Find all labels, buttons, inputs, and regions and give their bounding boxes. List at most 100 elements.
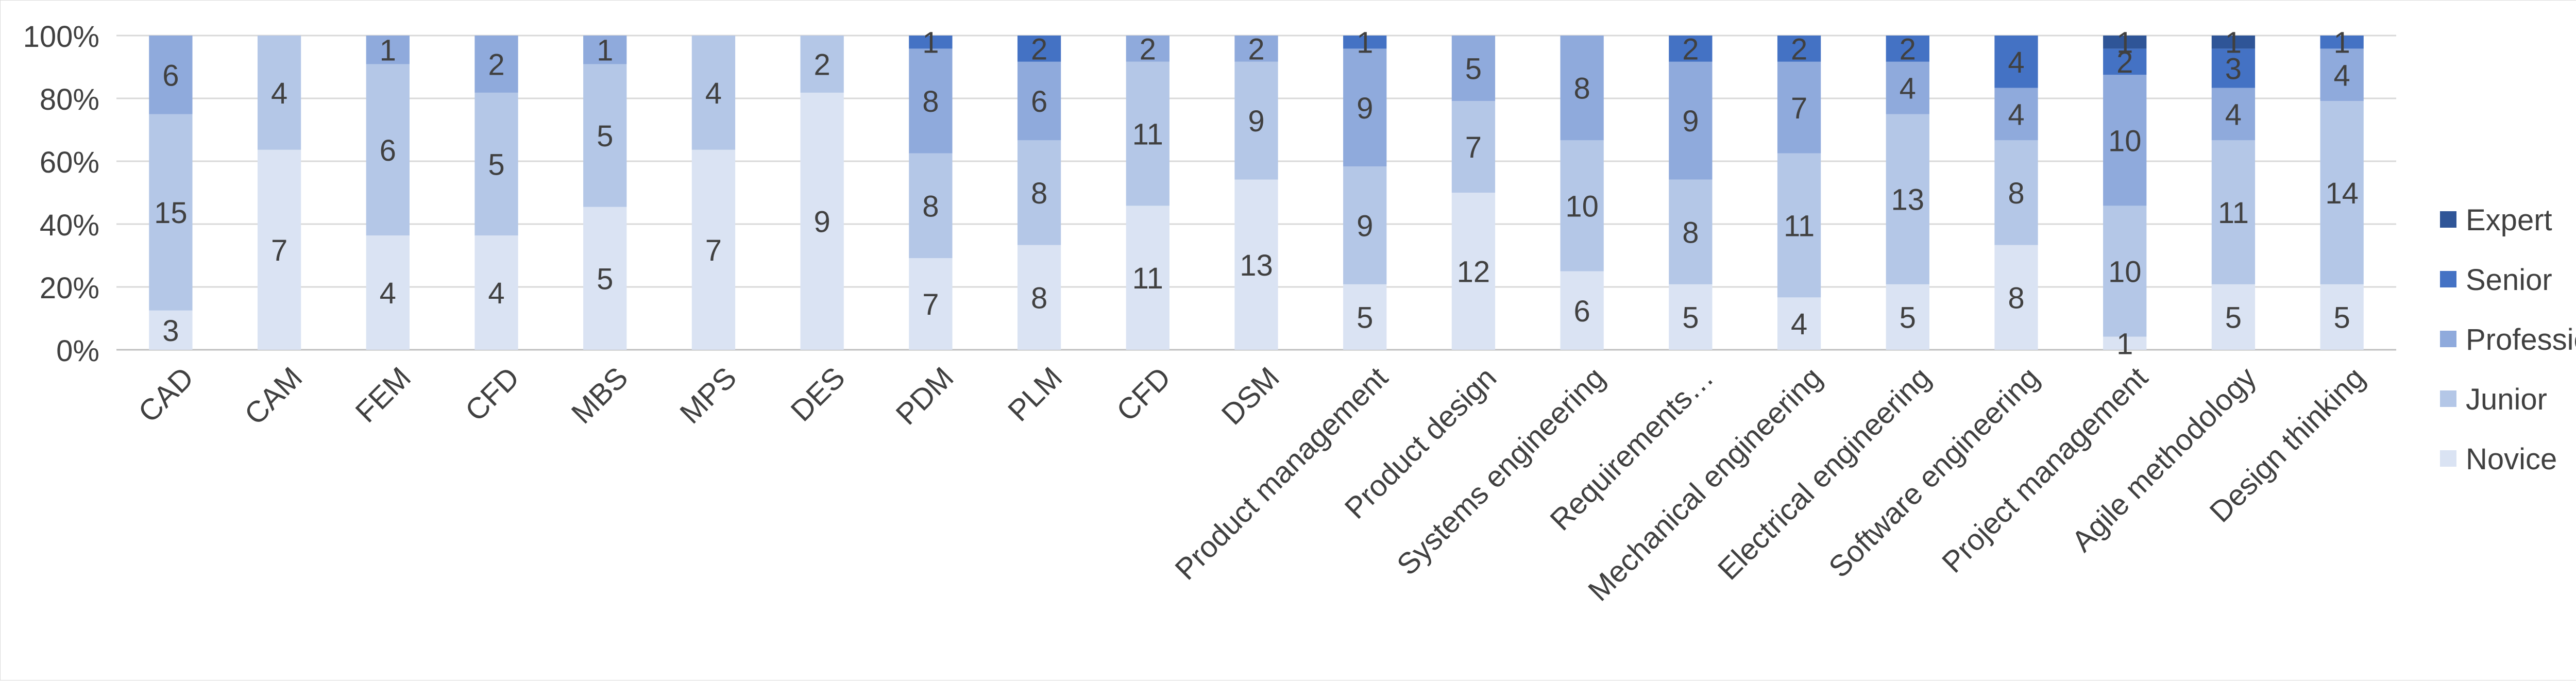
x-tick-label: DSM xyxy=(1215,361,1286,431)
data-label: 5 xyxy=(1900,301,1916,334)
data-label: 2 xyxy=(1791,32,1807,66)
data-label: 2 xyxy=(1682,32,1699,66)
x-tick-label: Systems engineering xyxy=(1391,361,1612,582)
legend-swatch xyxy=(2440,271,2456,287)
data-label: 13 xyxy=(1240,249,1273,282)
data-label: 3 xyxy=(162,314,179,348)
data-label: 5 xyxy=(2225,301,2242,334)
data-label: 1 xyxy=(2225,26,2242,60)
legend-swatch xyxy=(2440,331,2456,347)
data-label: 11 xyxy=(1132,118,1163,151)
data-label: 13 xyxy=(1891,183,1925,217)
bar-segment xyxy=(1777,36,1821,62)
data-label: 6 xyxy=(162,59,179,92)
bar-segment xyxy=(1343,166,1387,284)
data-label: 2 xyxy=(1031,32,1047,66)
data-labels: 3156744614525517492788188621111213925991… xyxy=(154,26,2359,361)
data-label: 9 xyxy=(1248,105,1264,138)
bar-segment xyxy=(909,36,953,49)
bar-segment xyxy=(1126,36,1170,62)
data-label: 4 xyxy=(2225,98,2242,132)
data-label: 15 xyxy=(154,196,188,230)
bar-segment xyxy=(1017,245,1061,350)
bar-segment xyxy=(1234,61,1278,180)
bar-segment xyxy=(1451,36,1496,101)
y-tick-label: 60% xyxy=(40,146,99,179)
bar-segment xyxy=(1777,61,1821,154)
bar-segment xyxy=(800,92,844,350)
legend-swatch xyxy=(2440,211,2456,228)
bar-segment xyxy=(1560,140,1604,271)
data-label: 11 xyxy=(1784,210,1815,243)
data-label: 1 xyxy=(1357,26,1373,60)
data-label: 1 xyxy=(380,34,396,67)
x-tick-label: PLM xyxy=(1002,361,1069,428)
bar-segment xyxy=(1669,284,1713,350)
bar-segment xyxy=(1777,153,1821,298)
bar-segment xyxy=(583,36,627,64)
bar-segment xyxy=(691,149,736,350)
legend-label: Professional xyxy=(2466,323,2576,356)
bar-segment xyxy=(1994,36,2038,88)
data-label: 14 xyxy=(2325,177,2359,210)
data-label: 11 xyxy=(2218,196,2249,230)
bar-segment xyxy=(1560,36,1604,141)
data-label: 2 xyxy=(814,48,831,81)
data-label: 4 xyxy=(488,277,504,310)
data-label: 2 xyxy=(1140,32,1156,66)
bar-segment xyxy=(1343,284,1387,350)
data-label: 10 xyxy=(1565,190,1599,223)
y-tick-label: 20% xyxy=(40,271,99,305)
bar-segment xyxy=(474,235,518,350)
data-label: 4 xyxy=(705,77,722,110)
bar-segment xyxy=(257,149,301,350)
data-label: 5 xyxy=(1357,301,1373,334)
data-label: 4 xyxy=(2008,98,2024,132)
bar-segment xyxy=(691,36,736,150)
bar-segment xyxy=(800,36,844,93)
legend-swatch xyxy=(2440,450,2456,467)
x-tick-label: MPS xyxy=(673,361,743,430)
x-tick-label: Project management xyxy=(1936,361,2154,579)
data-label: 8 xyxy=(1682,216,1699,249)
x-tick-label: FEM xyxy=(349,361,417,429)
bar-segment xyxy=(1777,297,1821,350)
data-label: 8 xyxy=(1574,72,1590,106)
bar-segment xyxy=(2320,284,2364,350)
bar-segment xyxy=(2103,36,2147,49)
data-label: 12 xyxy=(1457,256,1490,289)
bar-segment xyxy=(1560,271,1604,350)
bar-segment xyxy=(2320,36,2364,49)
bar-segment xyxy=(583,64,627,207)
bar-segment xyxy=(1343,36,1387,49)
data-label: 5 xyxy=(2334,301,2350,334)
data-label: 8 xyxy=(922,190,939,223)
bar-segment xyxy=(1669,179,1713,284)
bar-segment xyxy=(909,48,953,154)
bar-segment xyxy=(257,36,301,150)
bar-segment xyxy=(1886,114,1929,284)
bar-segment xyxy=(1994,88,2038,141)
bar-segment xyxy=(1126,61,1170,206)
data-label: 5 xyxy=(597,120,613,153)
bar-segment xyxy=(366,235,410,350)
bar-segment xyxy=(366,64,410,236)
bar-segment xyxy=(2103,336,2147,350)
data-label: 1 xyxy=(922,26,939,60)
bar-segment xyxy=(1886,36,1929,62)
data-label: 6 xyxy=(1574,295,1590,328)
y-axis-ticks: 0% 20% 40% 60% 80% 100% xyxy=(23,20,99,368)
data-label: 7 xyxy=(271,234,287,267)
data-label: 4 xyxy=(1900,72,1916,106)
data-label: 4 xyxy=(2334,59,2350,92)
bar-segment xyxy=(1017,61,1061,141)
bar-segment xyxy=(366,36,410,64)
data-label: 4 xyxy=(2008,46,2024,79)
data-label: 1 xyxy=(2116,327,2133,361)
data-label: 9 xyxy=(814,205,831,239)
x-tick-label: Product management xyxy=(1168,361,1394,586)
data-label: 8 xyxy=(1031,281,1047,315)
data-label: 2 xyxy=(488,48,504,81)
x-axis-ticks: CAD CAM FEM CFD MBS MPS DES PDM PLM CFD DSMProduct… xyxy=(132,361,2371,607)
bar-segment xyxy=(2320,48,2364,101)
